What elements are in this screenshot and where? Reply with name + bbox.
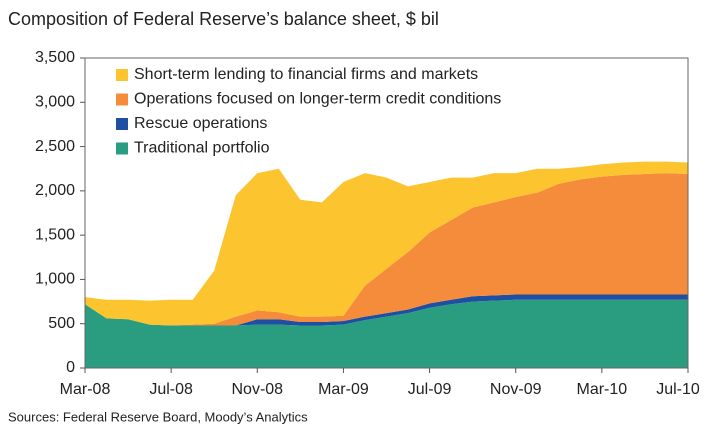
y-tick-label: 3,500 (35, 49, 75, 66)
source: Sources: Federal Reserve Board, Moody’s … (8, 409, 308, 424)
x-tick-label: Mar-08 (60, 381, 111, 398)
legend-label: Traditional portfolio (134, 140, 270, 157)
y-tick-label: 0 (66, 359, 75, 376)
legend-swatch (116, 69, 128, 81)
legend-label: Operations focused on longer-term credit… (134, 91, 501, 108)
area (85, 299, 688, 368)
y-tick-label: 2,000 (35, 182, 75, 199)
area (85, 294, 688, 326)
x-tick-label: Mar-10 (577, 381, 628, 398)
legend-swatch (116, 93, 128, 106)
legend-swatch (116, 142, 128, 155)
legend-label: Short-term lending to financial firms an… (134, 66, 478, 83)
x-tick-label: Mar-09 (318, 381, 369, 398)
y-tick-label: 2,500 (35, 138, 75, 155)
y-tick-label: 1,000 (35, 271, 75, 288)
area (85, 173, 688, 326)
chart-title: Composition of Federal Reserve’s balance… (8, 9, 439, 29)
y-tick-label: 500 (48, 315, 75, 332)
x-tick-label: Nov-09 (490, 381, 542, 398)
y-tick-label: 1,500 (35, 226, 75, 243)
x-tick-label: Jul-10 (656, 381, 700, 398)
legend-swatch (116, 118, 128, 130)
x-tick-label: Jul-08 (149, 381, 193, 398)
plot-frame (84, 57, 689, 369)
x-tick-label: Nov-08 (231, 381, 283, 398)
y-tick-label: 3,000 (35, 94, 75, 111)
legend-label: Rescue operations (134, 115, 267, 132)
area (85, 161, 688, 326)
x-tick-label: Jul-09 (408, 381, 452, 398)
